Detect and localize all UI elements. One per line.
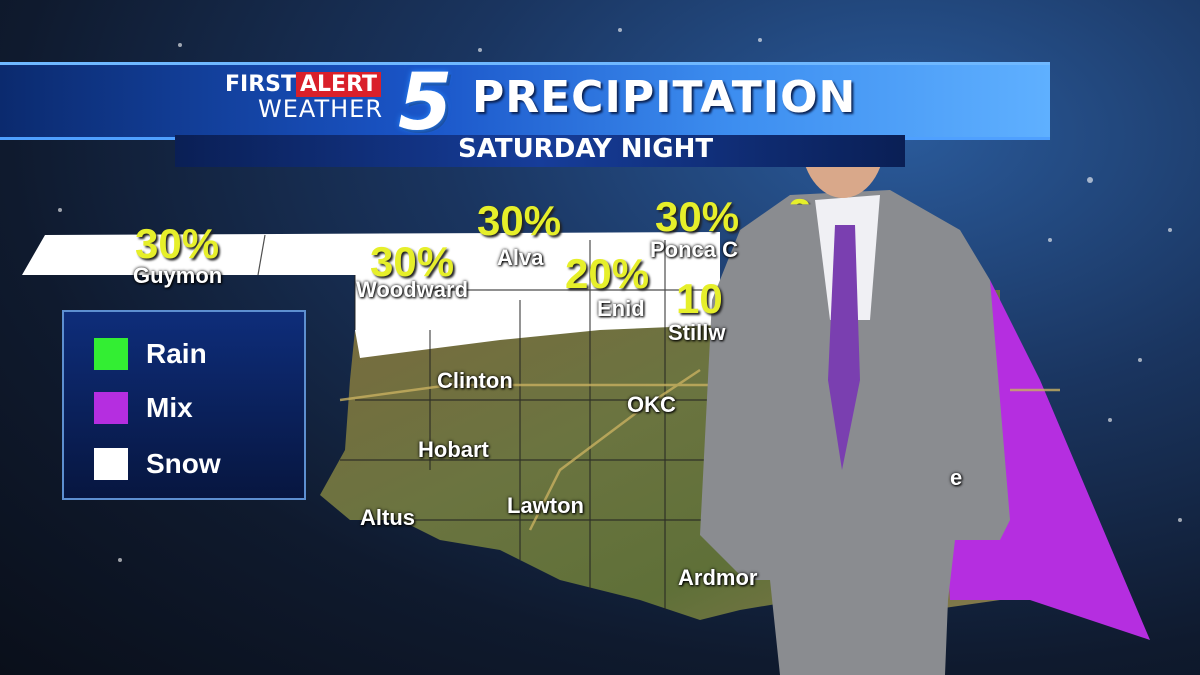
city-enid: Enid bbox=[597, 296, 645, 321]
percent-alva: 30% bbox=[477, 197, 562, 244]
city-clinton: Clinton bbox=[437, 368, 513, 393]
city-woodward: Woodward bbox=[356, 277, 469, 302]
legend-item-snow: Snow bbox=[94, 448, 221, 480]
title-banner bbox=[0, 62, 1050, 140]
highways bbox=[339, 368, 1060, 531]
city-guymon: Guymon bbox=[133, 263, 223, 288]
city-okc: OKC bbox=[627, 392, 676, 417]
city-hobart: Hobart bbox=[418, 437, 489, 462]
page-subtitle: SATURDAY NIGHT bbox=[458, 134, 714, 164]
snow-region bbox=[22, 232, 720, 358]
legend-label: Rain bbox=[146, 338, 207, 369]
mix-swatch bbox=[94, 392, 128, 424]
snow-swatch bbox=[94, 448, 128, 480]
city-altus: Altus bbox=[360, 505, 415, 530]
legend-label: Snow bbox=[146, 448, 221, 479]
legend-item-mix: Mix bbox=[94, 392, 193, 424]
brand-first: FIRST bbox=[225, 72, 297, 97]
percent-ponca-city: 30% bbox=[655, 193, 740, 240]
percent-woodward: 30% bbox=[370, 238, 455, 285]
percent-enid: 20% bbox=[565, 250, 650, 297]
brand-alert: ALERT bbox=[296, 72, 382, 97]
percent-partial: 2 bbox=[788, 190, 811, 204]
page-title: PRECIPITATION bbox=[472, 72, 857, 123]
county-lines bbox=[257, 234, 715, 610]
percent-guymon: 30% bbox=[135, 220, 220, 267]
city-ponca-city: Ponca C bbox=[650, 237, 739, 262]
rain-swatch bbox=[94, 338, 128, 370]
city-ardmore: Ardmor bbox=[678, 565, 758, 590]
legend-label: Mix bbox=[146, 392, 193, 423]
legend-item-rain: Rain bbox=[94, 338, 207, 370]
percent-stillwater: 10 bbox=[676, 275, 723, 322]
subtitle-banner bbox=[175, 135, 905, 167]
brand-weather: WEATHER bbox=[258, 95, 383, 123]
city-lawton: Lawton bbox=[507, 493, 584, 518]
presenter bbox=[700, 190, 1010, 675]
snowflake-particles bbox=[58, 28, 1182, 562]
channel-logo: 5 bbox=[398, 58, 453, 148]
city-stillwater: Stillw bbox=[668, 320, 726, 345]
city-alva: Alva bbox=[497, 245, 544, 270]
brand-logo: FIRST ALERT bbox=[225, 72, 382, 97]
presenter-tie bbox=[828, 225, 860, 470]
city-partial: e bbox=[950, 465, 963, 490]
legend: Rain Mix Snow bbox=[62, 310, 306, 500]
